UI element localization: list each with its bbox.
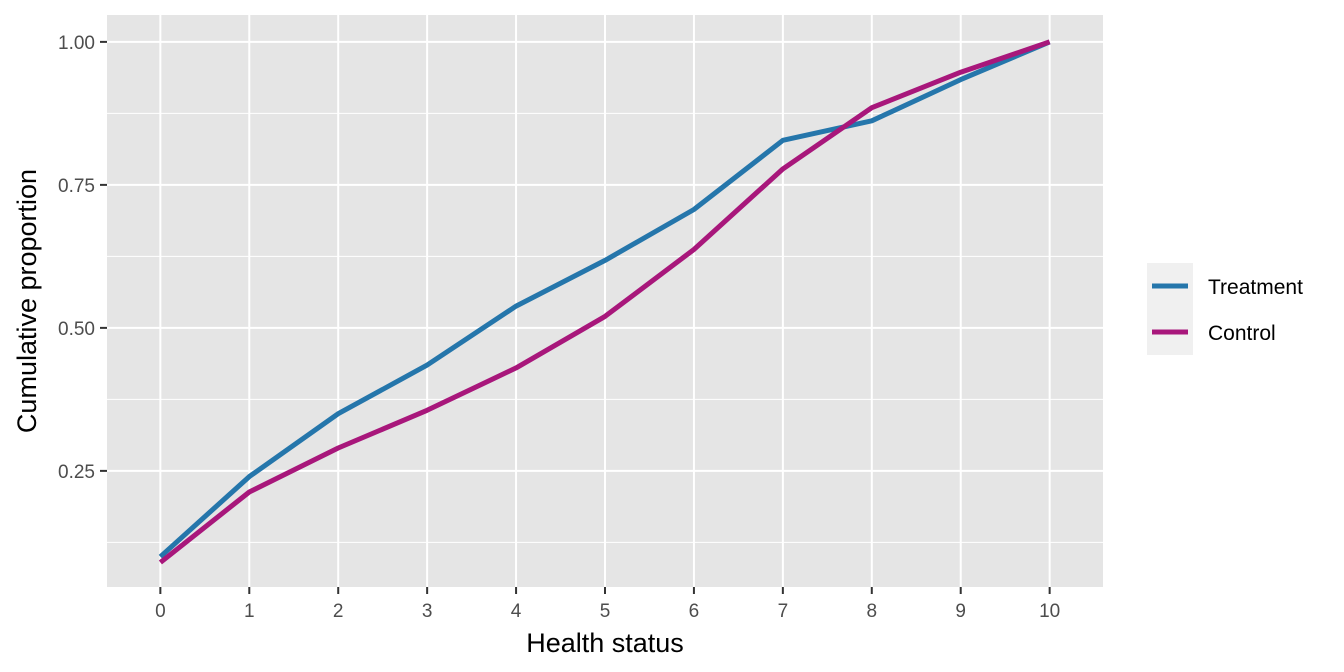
x-tick-label: 3: [422, 601, 433, 622]
x-tick-label: 2: [333, 601, 344, 622]
series-line-treatment: [158, 39, 1051, 559]
y-axis-title: Cumulative proportion: [12, 169, 42, 433]
y-tick-label: 0.75: [58, 176, 95, 197]
series-line-control: [158, 39, 1051, 565]
axes: 0.25 0.50 0.75 1.00 0 1 2 3 4 5 6 7 8 9 10: [58, 33, 1060, 622]
legend-label-control: Control: [1208, 322, 1276, 345]
legend-label-treatment: Treatment: [1208, 276, 1303, 299]
x-tick-label: 7: [778, 601, 789, 622]
x-tick-label: 6: [689, 601, 700, 622]
series-lines: [158, 39, 1051, 565]
x-tick-label: 5: [600, 601, 611, 622]
x-tick-label: 0: [155, 601, 166, 622]
x-tick-label: 9: [955, 601, 966, 622]
x-axis-title: Health status: [526, 628, 684, 658]
legend-key-background: [1147, 263, 1193, 355]
x-tick-label: 1: [244, 601, 255, 622]
y-tick-label: 0.25: [58, 462, 95, 483]
x-tick-label: 4: [511, 601, 522, 622]
y-tick-label: 0.50: [58, 319, 95, 340]
x-tick-label: 10: [1039, 601, 1060, 622]
x-tick-label: 8: [866, 601, 877, 622]
legend: Treatment Control: [1147, 263, 1303, 355]
y-tick-label: 1.00: [58, 33, 95, 54]
